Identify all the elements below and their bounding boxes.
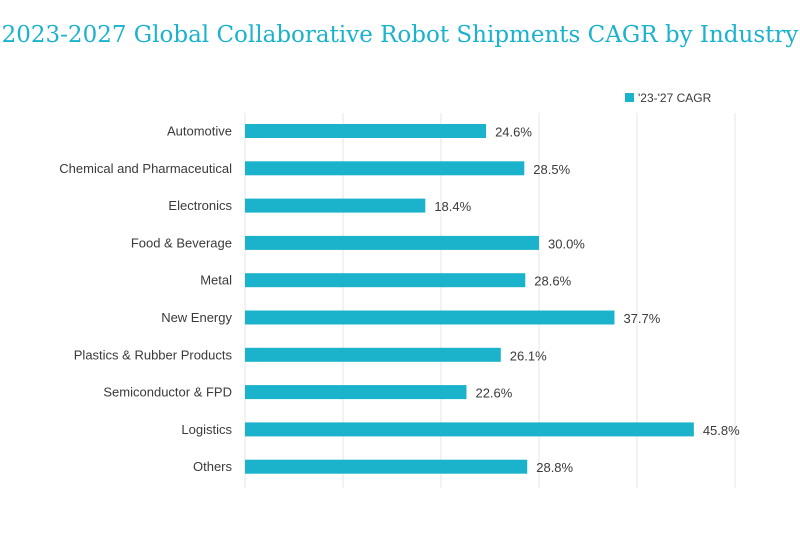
bar (245, 422, 694, 437)
value-labels: 24.6% 28.5% 18.4% 30.0% 28.6% 37.7% 26.1% 22.6%… (434, 125, 740, 476)
data-label: 28.6% (534, 274, 571, 289)
legend: '23-'27 CAGR (625, 91, 712, 105)
data-label: 28.8% (536, 460, 573, 475)
chart-title: 2023-2027 Global Collaborative Robot Shi… (1, 22, 799, 48)
category-labels: Automotive Chemical and Pharmaceutical Ele… (59, 124, 232, 475)
bar (245, 235, 539, 250)
category-label: Food & Beverage (131, 235, 232, 250)
legend-label: '23-'27 CAGR (638, 91, 712, 105)
legend-swatch (625, 93, 634, 102)
data-label: 22.6% (475, 386, 512, 401)
bar (245, 161, 525, 176)
category-label: Chemical and Pharmaceutical (59, 161, 232, 176)
data-label: 45.8% (703, 423, 740, 438)
bar (245, 124, 487, 138)
data-label: 26.1% (510, 348, 547, 363)
bars (245, 124, 694, 474)
category-label: Plastics & Rubber Products (74, 347, 233, 362)
category-label: Logistics (181, 422, 232, 437)
bar (245, 385, 467, 400)
data-label: 24.6% (495, 125, 532, 140)
data-label: 30.0% (548, 236, 585, 251)
category-label: Others (193, 459, 233, 474)
category-label: Semiconductor & FPD (103, 385, 232, 400)
bar (245, 310, 615, 325)
bar (245, 273, 526, 288)
data-label: 28.5% (533, 162, 570, 177)
category-label: Metal (200, 273, 232, 288)
grid-lines (244, 113, 736, 488)
bar (245, 198, 426, 213)
category-label: Electronics (168, 198, 232, 213)
data-label: 18.4% (434, 199, 471, 214)
category-label: New Energy (161, 310, 232, 325)
category-label: Automotive (167, 124, 232, 139)
bar (245, 347, 501, 362)
bar (245, 459, 528, 474)
data-label: 37.7% (623, 311, 660, 326)
